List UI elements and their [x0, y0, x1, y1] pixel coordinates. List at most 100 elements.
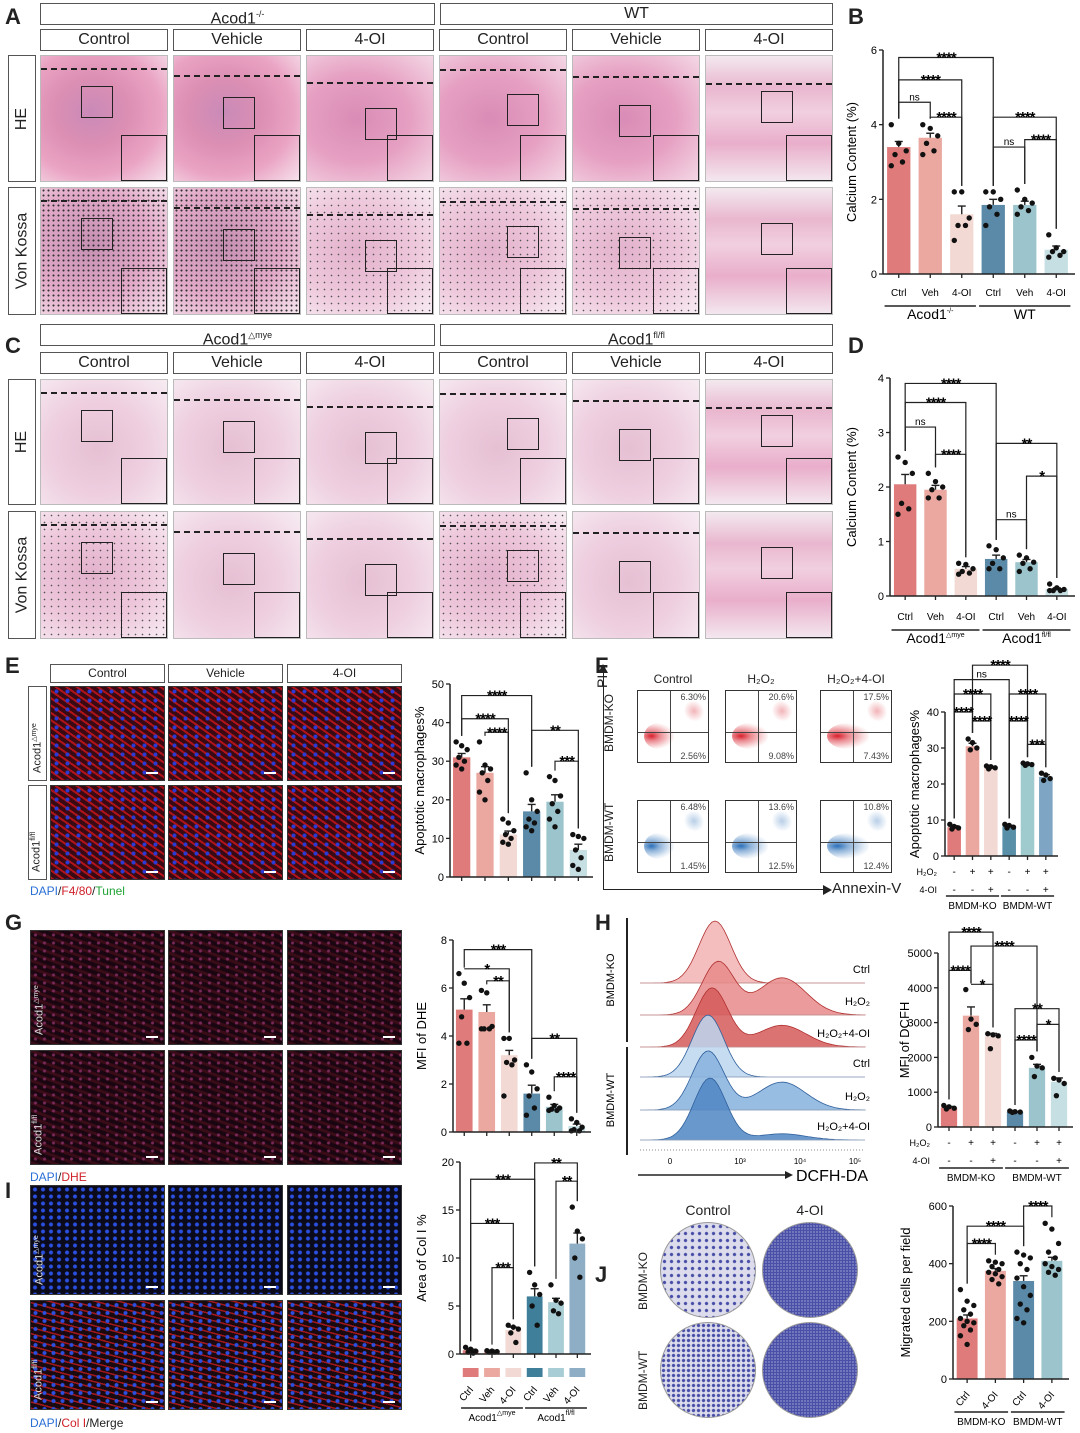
histology-image: [439, 55, 567, 182]
zoom-region-box: [619, 105, 651, 137]
data-point: [581, 835, 587, 842]
scale-bar: [264, 1286, 276, 1288]
arrow-head-icon: [598, 664, 608, 673]
significance-bracket: [1036, 1023, 1060, 1072]
data-point: [888, 121, 894, 128]
x-category-label: Ctrl: [897, 612, 913, 623]
significance-label: ****: [926, 395, 947, 412]
data-point: [970, 566, 976, 572]
data-point: [510, 1324, 517, 1330]
data-point: [528, 827, 535, 834]
treatment-sign: +: [1043, 885, 1049, 896]
group-label: BMDM-KO: [948, 901, 997, 912]
data-point: [456, 1040, 462, 1046]
bar: [568, 1126, 586, 1132]
column-header: Control: [50, 664, 165, 683]
data-point: [461, 758, 468, 764]
data-point: [964, 1298, 970, 1304]
chart-d-calcium: 0 1 2 3 4 Calcium Content (%) Ctrl Veh 4-OI Ctrl V…: [844, 373, 1075, 646]
data-point: [476, 739, 483, 745]
scale-bar: [264, 1036, 276, 1038]
zoom-region-box: [507, 550, 539, 582]
data-point: [478, 1026, 485, 1032]
histology-image: [572, 187, 700, 315]
treatment-sign: -: [952, 885, 955, 896]
data-point: [458, 743, 465, 749]
column-header: 4-OI: [306, 352, 434, 374]
magnified-inset: [254, 458, 300, 504]
scale-bar: [264, 772, 276, 774]
flow-plot: 20.6% 9.08%: [725, 690, 797, 763]
data-point: [456, 754, 462, 761]
x-category-label: 4-OI: [956, 612, 975, 623]
zoom-region-box: [223, 553, 255, 585]
color-swatch: [569, 1368, 586, 1377]
significance-label: ****: [990, 657, 1011, 674]
significance-label: ns: [1004, 137, 1015, 148]
significance-label: ns: [1006, 510, 1017, 521]
histology-image: [705, 55, 833, 182]
data-point: [955, 571, 962, 577]
data-point: [1056, 1077, 1062, 1083]
x-category-label: Veh: [1018, 612, 1035, 623]
histology-image: [306, 187, 434, 315]
y-tick-label: 0: [441, 1127, 447, 1139]
bar: [1015, 562, 1038, 596]
significance-label: ****: [986, 1218, 1007, 1235]
data-point: [534, 1322, 540, 1328]
y-tick-label: 10: [442, 1253, 454, 1265]
data-point: [534, 1086, 540, 1092]
bar: [940, 1107, 958, 1127]
flow-plot: 17.5% 7.43%: [820, 690, 892, 763]
bar: [569, 1243, 586, 1354]
magnified-inset: [387, 458, 433, 504]
data-point: [985, 1258, 992, 1264]
significance-label: ***: [495, 1260, 511, 1277]
y-tick-label: 2: [878, 482, 884, 494]
lower-right-percent: 1.45%: [680, 861, 706, 871]
quadrant-line-vertical: [757, 801, 759, 872]
data-point: [909, 470, 916, 477]
data-point: [550, 1308, 557, 1314]
significance-label: ****: [936, 109, 957, 126]
data-point: [523, 1112, 530, 1118]
significance-label: *: [484, 961, 490, 978]
data-point: [986, 566, 992, 572]
data-point: [985, 1031, 991, 1037]
x-tick-label: 10⁵: [849, 1157, 861, 1166]
tissue-border-line: [41, 68, 167, 70]
bar: [1013, 204, 1037, 274]
fluorescence-image: [168, 1185, 283, 1295]
group-label-text: Acod1: [907, 306, 947, 322]
x-category-label: Ctrl: [458, 1385, 476, 1404]
data-point: [529, 1303, 535, 1309]
data-point: [552, 777, 558, 784]
group-label: Acod1-/-: [907, 306, 954, 322]
panel-label-c: C: [5, 333, 21, 358]
caption-dapi: DAPI: [30, 884, 59, 898]
data-point: [479, 770, 485, 776]
histology-image: [572, 379, 700, 505]
bar: [1020, 764, 1035, 856]
bar: [981, 204, 1005, 274]
data-point: [509, 1062, 515, 1068]
histology-image: [572, 511, 700, 639]
data-point: [1057, 587, 1064, 594]
data-point: [513, 1339, 519, 1346]
data-point: [553, 1297, 559, 1303]
bar: [956, 1318, 978, 1379]
data-point: [992, 1259, 999, 1265]
y-tick-label: 10: [927, 815, 939, 827]
data-point: [555, 808, 561, 815]
magnified-inset: [653, 592, 699, 638]
tissue-border-line: [440, 201, 566, 203]
x-category-label: Ctrl: [1010, 1390, 1028, 1409]
flow-plot: 10.8% 12.4%: [820, 800, 892, 873]
data-point: [1053, 245, 1059, 251]
treatment-sign: +: [968, 1138, 974, 1149]
data-point: [967, 747, 974, 753]
row-label-sup: △mye: [33, 1235, 40, 1254]
magnified-inset: [520, 135, 566, 181]
caption-col1: Col I: [61, 1416, 87, 1430]
y-tick-label: 40: [432, 718, 444, 730]
